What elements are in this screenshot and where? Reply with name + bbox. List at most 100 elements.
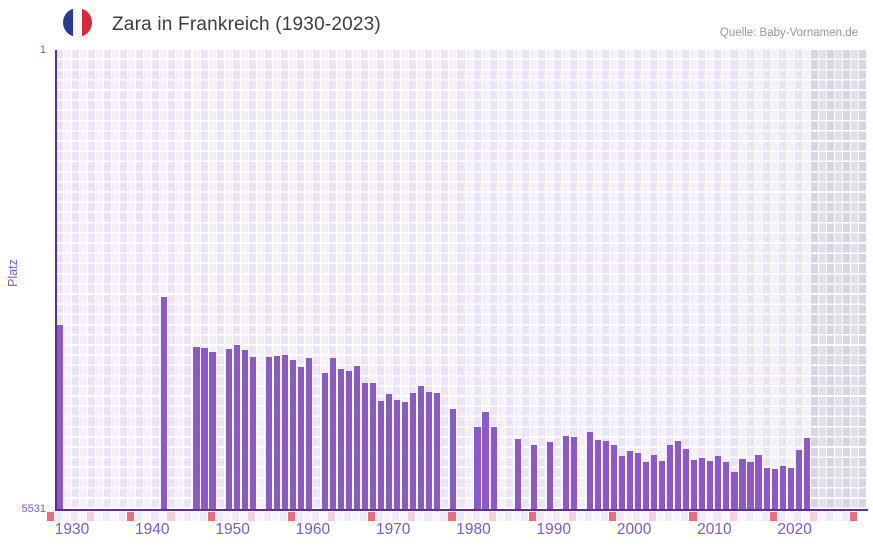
rank-bar-1977[interactable] [434, 393, 441, 509]
year-marker [159, 512, 167, 521]
rank-bar-2021[interactable] [787, 468, 794, 509]
rank-bar-1956[interactable] [265, 357, 272, 509]
year-marker [817, 512, 825, 521]
rank-bar-1971[interactable] [386, 394, 393, 509]
rank-bar-2012[interactable] [715, 456, 722, 509]
rank-bar-1953[interactable] [241, 349, 248, 509]
rank-bar-1974[interactable] [410, 393, 417, 509]
year-marker [673, 512, 681, 521]
rank-bar-1964[interactable] [329, 358, 337, 509]
y-axis-label: Platz [6, 259, 20, 287]
rank-bar-2004[interactable] [651, 455, 658, 509]
half-decade-marker-2025 [809, 512, 817, 521]
rank-bar-2022[interactable] [795, 450, 802, 509]
rank-bar-2001[interactable] [627, 451, 634, 509]
rank-bar-1998[interactable] [602, 441, 610, 509]
rank-bar-1966[interactable] [345, 370, 353, 509]
rank-bar-1997[interactable] [594, 440, 601, 509]
rank-bar-2018[interactable] [763, 468, 770, 509]
rank-bar-1975[interactable] [418, 386, 425, 509]
rank-bar-1994[interactable] [570, 437, 577, 509]
rank-bar-1984[interactable] [490, 427, 497, 509]
rank-bar-1970[interactable] [378, 401, 385, 509]
year-marker [544, 512, 552, 521]
rank-bar-1973[interactable] [402, 402, 409, 509]
plot-area[interactable] [56, 50, 867, 509]
rank-bar-1993[interactable] [562, 436, 569, 509]
rank-bar-2009[interactable] [691, 460, 698, 509]
rank-bar-1952[interactable] [233, 345, 240, 509]
rank-bar-1958[interactable] [281, 354, 288, 509]
decade-marker-2010 [689, 512, 697, 521]
half-decade-marker-1985 [488, 512, 496, 521]
rank-bar-2008[interactable] [683, 449, 690, 509]
rank-bar-1969[interactable] [370, 383, 377, 509]
grid-column [144, 50, 153, 509]
rank-bar-1948[interactable] [201, 347, 208, 509]
decade-marker-1980 [448, 512, 456, 521]
year-marker [151, 512, 159, 521]
rank-bar-1943[interactable] [161, 296, 168, 509]
rank-bar-1967[interactable] [353, 366, 361, 509]
year-marker [95, 512, 103, 521]
year-marker [681, 512, 689, 521]
year-marker [504, 512, 512, 521]
year-marker [601, 512, 609, 521]
rank-bar-2020[interactable] [779, 466, 786, 509]
rank-bar-1979[interactable] [450, 409, 457, 509]
rank-bar-2014[interactable] [731, 472, 738, 509]
grid-column [762, 50, 771, 509]
half-decade-marker-1955 [247, 512, 255, 521]
rank-bar-2007[interactable] [675, 441, 682, 509]
grid-column [666, 50, 675, 509]
year-marker [617, 512, 625, 521]
rank-bar-2000[interactable] [618, 456, 626, 509]
rank-bar-1996[interactable] [586, 432, 593, 509]
rank-bar-2011[interactable] [707, 461, 714, 509]
rank-bar-2023[interactable] [803, 438, 810, 509]
rank-bar-1972[interactable] [394, 400, 401, 509]
rank-bar-2017[interactable] [755, 455, 762, 509]
rank-bar-2006[interactable] [667, 445, 674, 509]
decade-marker-1970 [368, 512, 376, 521]
rank-bar-1954[interactable] [249, 357, 256, 509]
decade-marker-1940 [127, 512, 135, 521]
year-marker [263, 512, 271, 521]
rank-bar-1982[interactable] [474, 427, 481, 509]
rank-bar-2005[interactable] [659, 461, 666, 509]
rank-bar-1999[interactable] [610, 445, 618, 509]
grid-column [577, 50, 586, 509]
rank-bar-1983[interactable] [482, 412, 489, 509]
rank-bar-1959[interactable] [289, 360, 296, 509]
rank-bar-1930[interactable] [56, 325, 64, 509]
rank-bar-2015[interactable] [739, 459, 746, 509]
rank-bar-2003[interactable] [643, 462, 650, 509]
rank-bar-2019[interactable] [771, 469, 778, 509]
rank-bar-1947[interactable] [193, 346, 200, 509]
year-marker [79, 512, 87, 521]
rank-bar-1961[interactable] [305, 358, 312, 509]
grid-column [746, 50, 755, 509]
year-marker [472, 512, 480, 521]
rank-bar-1951[interactable] [225, 348, 232, 509]
rank-bar-1963[interactable] [321, 373, 328, 509]
rank-bar-1991[interactable] [546, 442, 553, 509]
year-marker [344, 512, 352, 521]
rank-bar-1949[interactable] [209, 351, 216, 509]
rank-bar-1965[interactable] [337, 368, 345, 509]
rank-bar-2002[interactable] [635, 453, 642, 509]
y-axis-tick-top: 1 [39, 44, 46, 56]
rank-bar-2010[interactable] [699, 458, 706, 509]
decade-marker-1930 [47, 512, 55, 521]
rank-bar-1989[interactable] [530, 445, 537, 509]
rank-bar-2013[interactable] [723, 462, 730, 509]
rank-bar-1960[interactable] [297, 366, 304, 509]
rank-bar-1957[interactable] [273, 355, 280, 509]
x-tick-label-1940: 1940 [135, 521, 170, 538]
rank-bar-1987[interactable] [514, 439, 521, 509]
rank-bar-2016[interactable] [747, 462, 754, 509]
rank-bar-1976[interactable] [426, 392, 433, 509]
rank-bar-1968[interactable] [362, 383, 369, 509]
grid-column [529, 50, 538, 509]
